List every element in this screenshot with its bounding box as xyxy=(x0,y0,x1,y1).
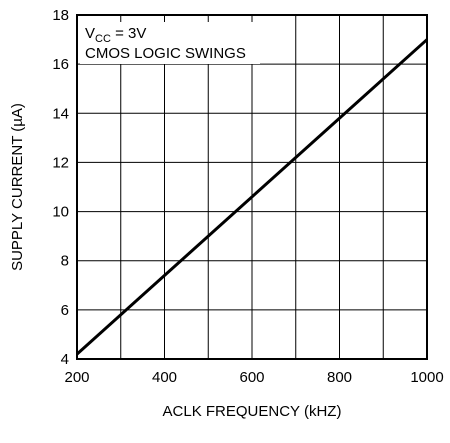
y-tick-label: 4 xyxy=(61,351,69,368)
annotation-vcc-value: = 3V xyxy=(111,25,146,42)
x-tick-label: 200 xyxy=(64,369,89,386)
y-tick-label: 18 xyxy=(52,7,69,24)
annotation-vcc-prefix: V xyxy=(85,25,95,42)
series xyxy=(75,38,429,356)
x-axis-title: ACLK FREQUENCY (kHZ) xyxy=(163,403,342,420)
x-tick-label: 1000 xyxy=(410,369,443,386)
annotation-cmos: CMOS LOGIC SWINGS xyxy=(85,45,246,62)
x-tick-label: 400 xyxy=(152,369,177,386)
y-tick-label: 8 xyxy=(61,253,69,270)
x-tick-label: 600 xyxy=(239,369,264,386)
y-tick-label: 14 xyxy=(52,105,69,122)
series-line xyxy=(75,38,429,356)
y-tick-label: 6 xyxy=(61,302,69,319)
annotation-background xyxy=(80,22,260,64)
x-tick-label: 800 xyxy=(327,369,352,386)
annotation-vcc-subscript: CC xyxy=(95,33,111,45)
y-tick-label: 12 xyxy=(52,154,69,171)
tick-labels: 200 400 600 800 1000 4 6 8 10 12 14 16 18 xyxy=(52,7,443,386)
annotation-vcc: VCC = 3V xyxy=(85,25,146,45)
y-tick-label: 16 xyxy=(52,56,69,73)
y-tick-label: 10 xyxy=(52,204,69,221)
y-axis-title: SUPPLY CURRENT (µA) xyxy=(9,103,26,271)
plot-frame xyxy=(76,14,428,360)
grid xyxy=(77,15,427,359)
